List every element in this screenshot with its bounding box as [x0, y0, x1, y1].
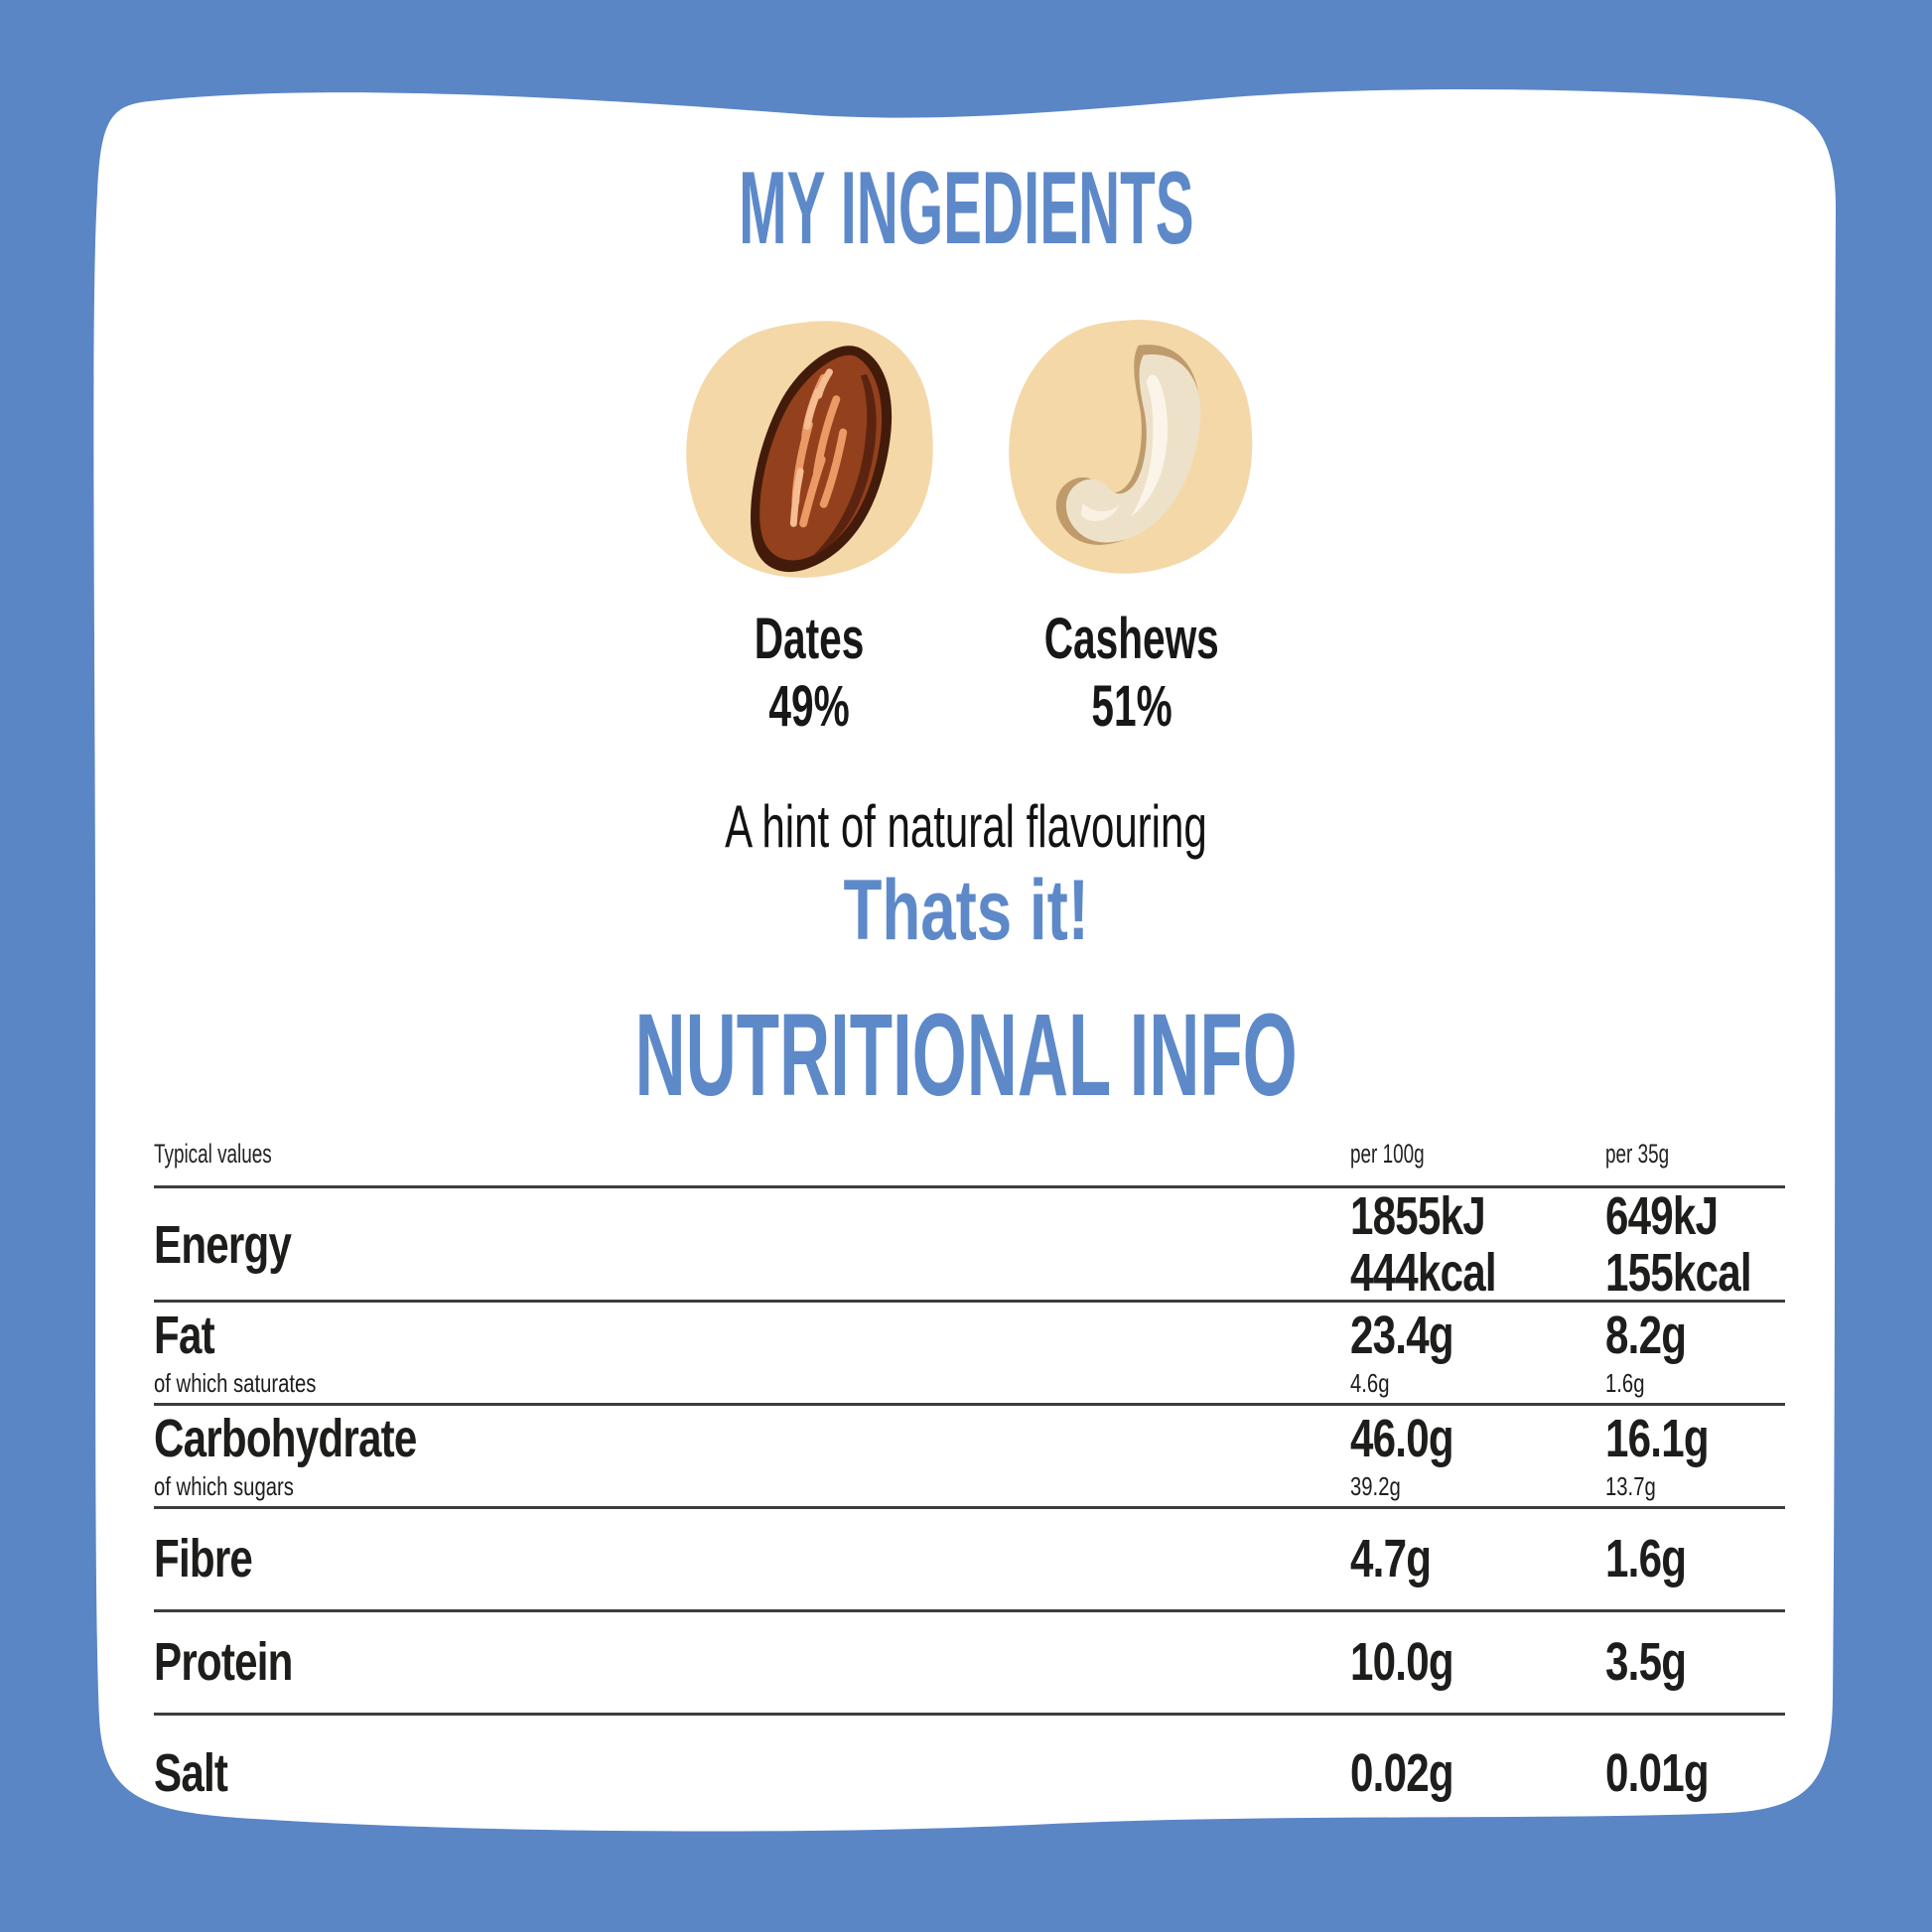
- nutrition-table: Typical values per 100g per 35g Energy 1…: [154, 1139, 1785, 1833]
- subvalue-per-100g: 4.6g: [1350, 1368, 1390, 1399]
- value-per-35g: 649kJ: [1605, 1186, 1719, 1246]
- nutrition-title: NUTRITIONAL INFO: [634, 990, 1298, 1121]
- ingredient-dates: Dates 49%: [660, 606, 958, 741]
- value-per-100g: 1855kJ: [1350, 1186, 1486, 1246]
- table-header: Typical values per 100g per 35g: [154, 1139, 1785, 1188]
- value-per-35g: 0.01g: [1605, 1743, 1710, 1804]
- value-per-35g: 155kcal: [1605, 1243, 1752, 1304]
- row-label: Salt: [154, 1743, 228, 1804]
- row-sublabel: of which sugars: [154, 1471, 294, 1502]
- value-per-35g: 3.5g: [1605, 1631, 1687, 1692]
- value-per-100g: 46.0g: [1350, 1409, 1454, 1469]
- table-row-fat: Fat of which saturates 23.4g 4.6g 8.2g 1…: [154, 1303, 1785, 1406]
- row-label: Energy: [154, 1214, 292, 1275]
- ingredient-percent: 49%: [768, 674, 850, 739]
- flavour-note: A hint of natural flavouring: [725, 793, 1207, 860]
- value-per-35g: 8.2g: [1605, 1306, 1687, 1366]
- value-per-35g: 1.6g: [1605, 1528, 1687, 1588]
- ingredients-title: MY INGEDIENTS: [0, 157, 1932, 260]
- table-row-fibre: Fibre 4.7g 1.6g: [154, 1509, 1785, 1612]
- row-label: Carbohydrate: [154, 1409, 417, 1469]
- value-per-35g: 16.1g: [1605, 1409, 1710, 1469]
- value-per-100g: 444kcal: [1350, 1243, 1497, 1304]
- value-per-100g: 0.02g: [1350, 1743, 1454, 1804]
- table-row-protein: Protein 10.0g 3.5g: [154, 1612, 1785, 1716]
- ingredient-percent: 51%: [1091, 674, 1173, 739]
- date-illustration: [686, 321, 933, 578]
- table-row-carbohydrate: Carbohydrate of which sugars 46.0g 39.2g…: [154, 1406, 1785, 1509]
- ingredient-cashews: Cashews 51%: [983, 606, 1281, 741]
- table-row-salt: Salt 0.02g 0.01g: [154, 1716, 1785, 1833]
- subvalue-per-35g: 1.6g: [1605, 1368, 1645, 1399]
- table-row-energy: Energy 1855kJ 444kcal 649kJ 155kcal: [154, 1186, 1785, 1304]
- row-label: Fibre: [154, 1528, 253, 1588]
- row-label: Protein: [154, 1631, 293, 1692]
- value-per-100g: 23.4g: [1350, 1306, 1454, 1366]
- ingredient-name: Dates: [754, 607, 865, 671]
- header-per-100g: per 100g: [1350, 1139, 1425, 1169]
- row-label: Fat: [154, 1306, 215, 1366]
- header-typical-values: Typical values: [154, 1139, 272, 1169]
- subvalue-per-100g: 39.2g: [1350, 1471, 1401, 1502]
- subvalue-per-35g: 13.7g: [1605, 1471, 1656, 1502]
- header-per-35g: per 35g: [1605, 1139, 1670, 1169]
- cashew-illustration: [1009, 320, 1253, 574]
- row-sublabel: of which saturates: [154, 1368, 317, 1399]
- tagline: Thats it!: [843, 863, 1089, 958]
- value-per-100g: 4.7g: [1350, 1528, 1432, 1588]
- ingredient-name: Cashews: [1043, 607, 1220, 671]
- ingredients-title-text: MY INGEDIENTS: [738, 151, 1194, 266]
- value-per-100g: 10.0g: [1350, 1631, 1454, 1692]
